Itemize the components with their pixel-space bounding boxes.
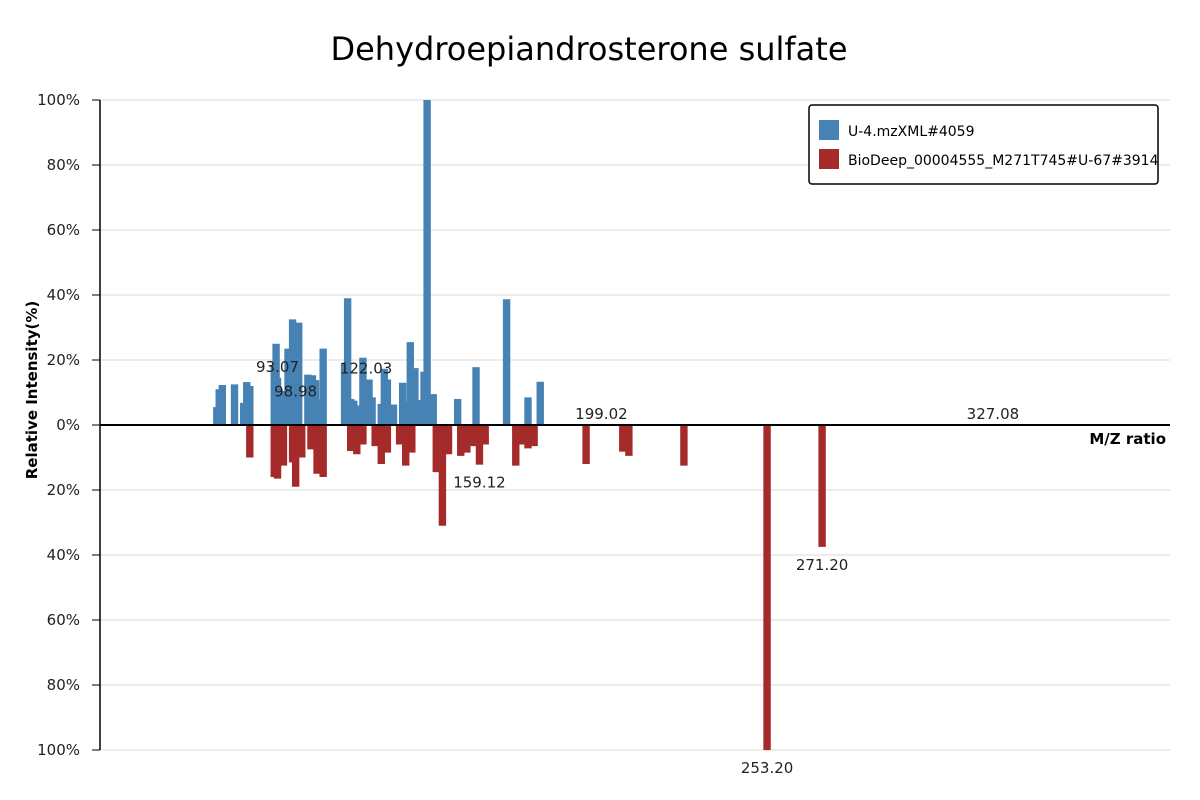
y-tick-label: 100% <box>37 91 80 109</box>
query-peak-bar <box>502 299 511 425</box>
y-tick-label: 40% <box>47 286 80 304</box>
query-peak-bar <box>536 381 544 425</box>
reference-peak-bar <box>680 425 688 466</box>
query-peak-bar <box>389 404 398 425</box>
y-tick-label: 60% <box>47 221 80 239</box>
reference-peak-bar <box>444 425 453 455</box>
reference-peak-bar <box>432 425 440 473</box>
reference-peak-bar <box>469 425 477 447</box>
reference-peak-bar <box>512 425 520 466</box>
reference-peak-bar <box>524 425 532 449</box>
legend: U-4.mzXML#4059 BioDeep_00004555_M271T745… <box>808 104 1159 185</box>
query-peak-bar <box>402 401 410 425</box>
x-axis-title: M/Z ratio <box>1089 430 1166 448</box>
query-peak-bar <box>295 322 303 425</box>
reference-peak-bar <box>307 425 315 450</box>
peak-labels: 93.07 98.98 122.03 199.02 327.08 159.12 253.20… <box>256 358 1019 777</box>
query-peak-label: 327.08 <box>967 405 1020 423</box>
reference-peak-bar <box>279 425 288 466</box>
query-peak-bar <box>524 397 532 425</box>
query-peak-bar <box>304 374 312 425</box>
query-peak-label: 122.03 <box>340 360 393 378</box>
reference-peak-bar <box>246 425 254 458</box>
y-tick-label: 80% <box>47 676 80 694</box>
legend-box <box>808 104 1159 185</box>
reference-peak-bar <box>475 425 484 465</box>
y-tick-label: 20% <box>47 351 80 369</box>
query-peak-bar <box>314 400 323 425</box>
grid-lines <box>100 99 1170 751</box>
query-peak-bar <box>414 399 422 425</box>
reference-peak-bar <box>408 425 416 453</box>
reference-peak-label: 253.20 <box>741 759 794 777</box>
y-tick-label: 60% <box>47 611 80 629</box>
query-peak-bar <box>453 399 462 425</box>
query-peak-bar <box>273 377 282 425</box>
reference-peak-bar <box>319 425 327 477</box>
reference-peak-bar <box>818 425 826 547</box>
reference-peak-bar <box>625 425 633 456</box>
reference-peak-bar <box>273 425 282 479</box>
query-peak-bar <box>218 385 226 425</box>
y-tick-label: 100% <box>37 741 80 759</box>
y-axis-ticks: 100% 80% 60% 40% 20% 0% 20% 40% 60% 80% 100% <box>37 91 100 759</box>
reference-peak-bar <box>438 425 447 526</box>
query-peak-bar <box>319 348 327 425</box>
chart-title: Dehydroepiandrosterone sulfate <box>330 30 847 68</box>
query-peak-bar <box>284 348 292 425</box>
reference-peak-bar <box>481 425 489 445</box>
reference-peak-label: 271.20 <box>796 556 849 574</box>
query-peak-label: 199.02 <box>575 405 628 423</box>
query-peak-bar <box>288 319 297 425</box>
reference-peak-bar <box>582 425 590 464</box>
legend-swatch-reference <box>819 149 839 169</box>
reference-peak-bar <box>763 425 771 750</box>
reference-peak-bar <box>463 425 471 453</box>
reference-peak-bar <box>298 425 306 458</box>
query-peak-label: 93.07 <box>256 358 299 376</box>
reference-peak-bar <box>359 425 367 445</box>
query-peak-bar <box>368 397 376 425</box>
reference-peak-label: 159.12 <box>453 474 506 492</box>
query-bars <box>213 100 544 425</box>
reference-peak-bar <box>518 425 526 445</box>
legend-swatch-query <box>819 120 839 140</box>
query-peak-label: 98.98 <box>274 382 317 400</box>
reference-peak-bar <box>346 425 355 451</box>
query-peak-bar <box>406 342 414 425</box>
query-peak-bar <box>423 100 431 425</box>
query-peak-bar <box>429 394 437 425</box>
reference-peak-bar <box>377 425 385 464</box>
y-tick-label: 0% <box>56 416 80 434</box>
reference-peak-bar <box>383 425 392 453</box>
query-peak-bar <box>343 298 352 425</box>
query-peak-bar <box>411 368 419 425</box>
reference-peak-bar <box>353 425 361 455</box>
y-tick-label: 20% <box>47 481 80 499</box>
reference-peak-bar <box>371 425 379 447</box>
legend-label-query: U-4.mzXML#4059 <box>848 124 974 140</box>
query-peak-bar <box>383 379 392 425</box>
query-peak-bar <box>246 386 254 425</box>
reference-peak-bar <box>395 425 404 445</box>
reference-peak-bar <box>313 425 321 474</box>
reference-peak-bar <box>291 425 300 487</box>
query-peak-bar <box>230 384 239 425</box>
reference-peak-bar <box>619 425 627 452</box>
y-tick-label: 40% <box>47 546 80 564</box>
y-axis-title: Relative Intensity(%) <box>23 301 41 480</box>
y-tick-label: 80% <box>47 156 80 174</box>
reference-bars <box>246 425 826 750</box>
legend-label-reference: BioDeep_00004555_M271T745#U-67#3914 <box>848 153 1159 169</box>
query-peak-bar <box>472 367 480 425</box>
reference-peak-bar <box>402 425 410 466</box>
reference-peak-bar <box>530 425 538 447</box>
reference-peak-bar <box>457 425 465 456</box>
query-peak-bar <box>353 405 361 425</box>
